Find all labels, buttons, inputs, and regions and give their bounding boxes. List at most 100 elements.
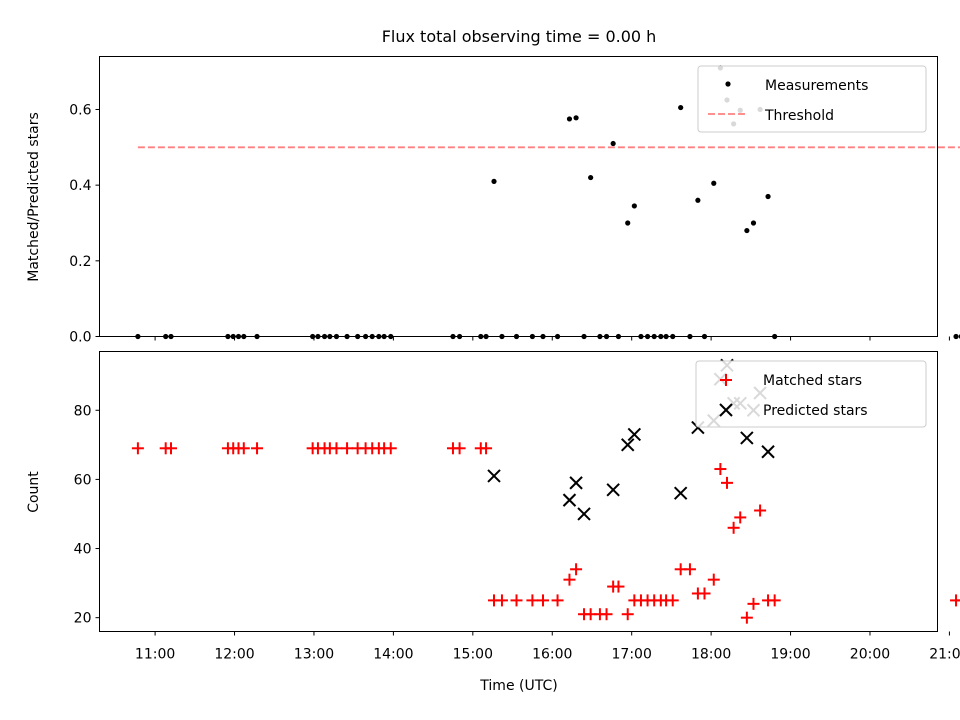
matched-stars-point <box>131 442 144 455</box>
legend-matched-label: Matched stars <box>763 373 862 389</box>
predicted-stars-point <box>761 445 775 459</box>
matched-stars-point <box>551 594 564 607</box>
measurement-point <box>953 333 959 340</box>
measurement-point <box>678 104 684 111</box>
predicted-stars-point <box>621 438 635 452</box>
x-tick-label: 14:00 <box>373 647 413 663</box>
matched-stars-point <box>683 563 696 576</box>
x-tick-label: 11:00 <box>135 647 175 663</box>
predicted-stars-point <box>569 476 583 490</box>
predicted-stars-point-b <box>606 483 620 497</box>
x-tick-label: 15:00 <box>453 647 493 663</box>
bottom-y-axis-label: Count <box>26 471 42 513</box>
matched-stars-point <box>612 580 625 593</box>
matched-stars-point <box>384 442 397 455</box>
measurement-point <box>750 220 757 226</box>
predicted-stars-point-b <box>577 507 591 521</box>
top-legend: Measurements Threshold <box>697 65 927 133</box>
matched-stars-point <box>621 608 634 621</box>
matched-stars-point <box>526 594 539 607</box>
measurement-point <box>573 115 579 121</box>
matched-stars-point <box>768 594 781 607</box>
matched-stars-point <box>754 504 767 517</box>
predicted-stars-point-b <box>621 438 635 452</box>
top-y-tick-label: 0.0 <box>69 330 91 346</box>
matched-stars-point <box>740 611 753 624</box>
x-tick-label: 16:00 <box>532 647 572 663</box>
matched-stars-point <box>330 442 343 455</box>
predicted-stars-point <box>673 486 688 500</box>
matched-stars-point <box>510 594 523 607</box>
measurement-point <box>765 193 771 200</box>
x-tick-label: 20:00 <box>850 647 890 663</box>
matched-stars-point <box>495 594 508 607</box>
predicted-stars-point <box>562 493 577 507</box>
x-tick-label: 19:00 <box>770 647 810 663</box>
matched-stars-point <box>237 442 250 455</box>
top-y-tick-label: 0.4 <box>69 178 91 194</box>
predicted-stars-point-b <box>740 431 754 445</box>
top-chart-title: Flux total observing time = 0.00 h <box>382 27 657 46</box>
x-axis-label: Time (UTC) <box>479 678 557 694</box>
matched-stars-point <box>707 573 720 586</box>
matched-stars-point <box>734 511 747 524</box>
measurement-point <box>610 140 616 147</box>
bottom-plot-frame <box>99 351 938 632</box>
top-legend-box <box>697 65 927 133</box>
top-y-axis-label: Matched/Predicted stars <box>26 112 42 282</box>
predicted-stars-point-b <box>673 486 688 500</box>
measurement-point <box>625 220 631 226</box>
legend-measurements-label: Measurements <box>765 78 868 94</box>
matched-stars-point <box>698 587 711 600</box>
legend-predicted-label: Predicted stars <box>763 403 868 419</box>
x-tick-label: 18:00 <box>691 647 731 663</box>
predicted-stars-point <box>606 483 620 497</box>
measurement-point <box>491 178 497 184</box>
x-tick-label: 21:00 <box>929 647 960 663</box>
x-tick-label: 12:00 <box>214 647 254 663</box>
top-plot-frame <box>99 56 938 337</box>
measurement-point <box>631 203 637 209</box>
legend-threshold-label: Threshold <box>764 108 834 124</box>
legend-matched-marker <box>720 374 732 386</box>
matched-stars-point <box>341 442 354 455</box>
bottom-legend-box <box>695 360 927 428</box>
predicted-stars-point <box>627 427 642 442</box>
x-tick-label: 13:00 <box>294 647 334 663</box>
matched-stars-point <box>721 476 734 489</box>
matched-stars-point <box>453 442 466 455</box>
measurement-point <box>566 116 573 122</box>
legend-predicted-marker <box>719 403 733 417</box>
matched-stars-point <box>536 594 549 607</box>
predicted-stars-point-b <box>627 427 642 442</box>
top-plot-area <box>135 65 960 340</box>
predicted-stars-point-b <box>562 493 577 507</box>
predicted-stars-point-b <box>761 445 775 459</box>
matched-stars-point <box>727 521 740 534</box>
legend-measurements-marker <box>725 81 731 87</box>
bottom-y-tick-label: 20 <box>74 611 92 627</box>
matched-stars-point <box>570 563 583 576</box>
predicted-stars-point-b <box>487 469 501 483</box>
bottom-y-tick-label: 40 <box>74 542 92 558</box>
matched-stars-point <box>480 442 493 455</box>
measurement-point <box>744 227 750 234</box>
top-y-tick-label: 0.2 <box>69 254 91 270</box>
matched-stars-point <box>563 573 576 586</box>
predicted-stars-point <box>487 469 501 483</box>
predicted-stars-point-b <box>569 476 583 490</box>
top-y-tick-label: 0.6 <box>69 102 91 118</box>
bottom-y-tick-label: 60 <box>74 472 92 488</box>
matched-stars-point <box>251 442 264 455</box>
predicted-stars-point <box>740 431 754 445</box>
predicted-stars-point <box>577 507 591 521</box>
bottom-legend: Matched stars Predicted stars <box>695 360 927 428</box>
x-tick-label: 17:00 <box>612 647 652 663</box>
matched-stars-point <box>747 597 760 610</box>
bottom-y-tick-label: 80 <box>74 403 92 419</box>
matched-stars-point <box>955 599 960 602</box>
measurement-point <box>711 180 717 186</box>
matched-stars-point <box>164 442 177 455</box>
measurement-point <box>695 197 701 203</box>
